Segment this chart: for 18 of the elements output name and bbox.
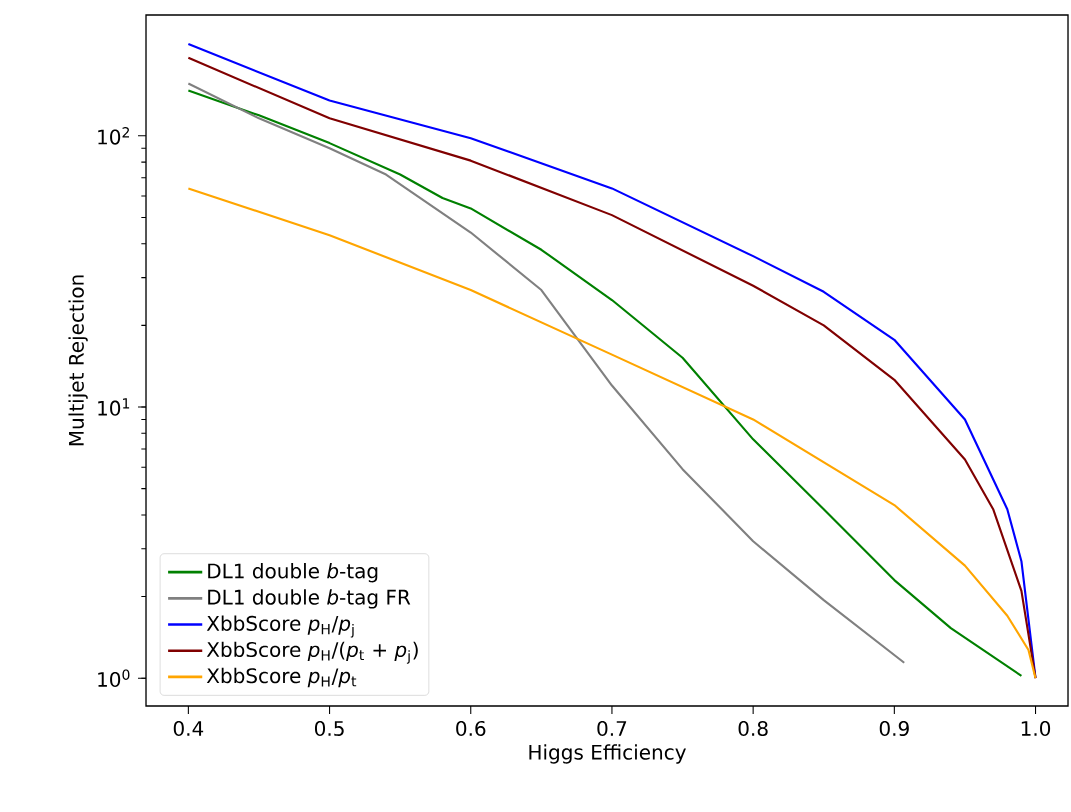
legend-label: DL1 double b-tag FR: [208, 589, 411, 609]
text: XbbScore p$_{H}$/(p$_{t}$ + p$_{j}$): [206, 641, 418, 664]
x-tick-label: 0.6: [456, 720, 486, 737]
x-tick-label: 0.5: [314, 720, 344, 737]
x-tick-label: 0.7: [597, 720, 627, 737]
y-tick-label: 10$^{1}$: [98, 398, 130, 416]
legend-label: XbbScore p$_{H}$/p$_{j}$: [206, 615, 354, 638]
legend-label: XbbScore p$_{H}$/p$_{t}$: [206, 667, 357, 688]
y-axis-title: Multijet Rejection: [68, 275, 88, 446]
x-tick-label: 0.4: [173, 720, 204, 737]
x-tick-label: 1.0: [1021, 720, 1051, 737]
y-tick-label: 10$^{0}$: [98, 669, 130, 688]
line-series: [187, 82, 906, 664]
y-tick-label: 10$^{2}$: [98, 127, 129, 145]
x-tick-label: 0.8: [738, 720, 768, 737]
legend-label: DL1 double b-tag: [208, 563, 378, 583]
x-tick-label: 0.9: [879, 720, 909, 737]
x-axis-title: Higgs Efficiency: [529, 744, 686, 764]
